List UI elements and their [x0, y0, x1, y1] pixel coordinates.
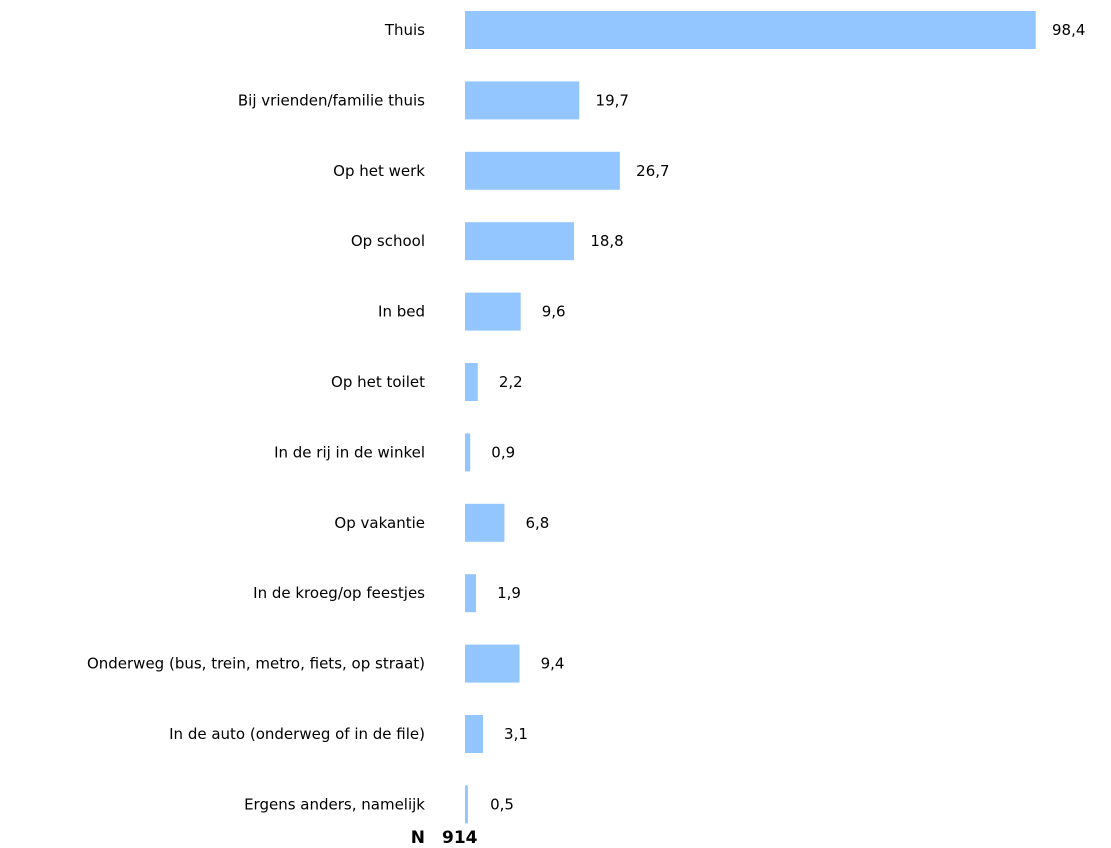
n-label: N	[411, 828, 425, 848]
bars-group	[465, 11, 1036, 824]
category-label: Op het werk	[333, 162, 425, 180]
category-label: In bed	[378, 303, 425, 321]
category-label: Onderweg (bus, trein, metro, fiets, op s…	[87, 655, 425, 673]
category-label: In de kroeg/op feestjes	[253, 584, 425, 602]
value-label: 9,4	[541, 655, 565, 673]
value-label: 0,5	[490, 795, 514, 813]
category-labels-group: Thuis Bij vrienden/familie thuis Op het we…	[87, 21, 425, 813]
bar	[465, 715, 483, 753]
bar	[465, 503, 505, 542]
bar	[465, 151, 620, 190]
bar	[465, 644, 520, 683]
category-label: In de auto (onderweg of in de file)	[169, 725, 425, 743]
bar	[465, 292, 521, 331]
value-label: 26,7	[636, 162, 669, 180]
bar	[465, 11, 1036, 49]
bar	[465, 785, 468, 824]
value-label: 18,8	[590, 232, 623, 250]
n-value: 914	[442, 828, 478, 848]
category-label: Op het toilet	[331, 373, 425, 391]
value-label: 19,7	[596, 91, 629, 109]
bar	[465, 363, 478, 401]
value-label: 3,1	[504, 725, 528, 743]
category-label: In de rij in de winkel	[274, 443, 425, 461]
value-label: 98,4	[1052, 21, 1085, 39]
category-label: Op vakantie	[334, 514, 425, 532]
category-label: Ergens anders, namelijk	[244, 795, 425, 813]
category-label: Op school	[351, 232, 425, 250]
value-label: 1,9	[497, 584, 521, 602]
category-label: Thuis	[384, 21, 425, 39]
value-label: 2,2	[499, 373, 523, 391]
bar	[465, 81, 580, 120]
value-labels-group: 98,4 19,7 26,7 18,8 9,6 2,2 0,9 6,8 1,9 9,4 3,1 0,5	[490, 21, 1085, 813]
value-label: 0,9	[491, 443, 515, 461]
bar	[465, 222, 575, 261]
value-label: 6,8	[526, 514, 550, 532]
category-label: Bij vrienden/familie thuis	[238, 91, 425, 109]
bar	[465, 433, 471, 472]
value-label: 9,6	[542, 303, 566, 321]
bar	[465, 574, 477, 613]
